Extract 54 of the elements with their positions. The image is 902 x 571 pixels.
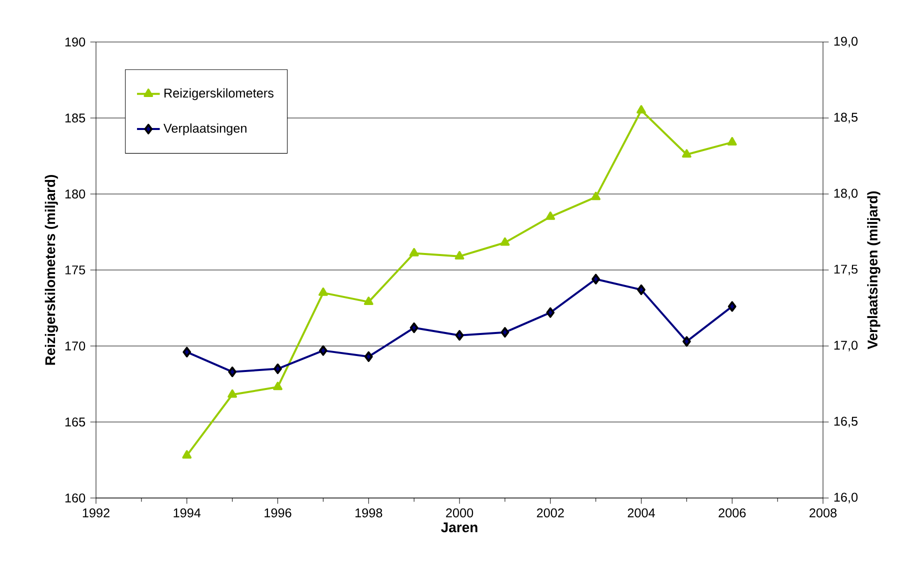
legend-label: Reizigerskilometers <box>164 88 274 100</box>
point <box>364 296 374 306</box>
y-tick-label: 160 <box>65 494 86 502</box>
y-tick-label: 180 <box>65 190 86 198</box>
point <box>182 346 192 358</box>
point <box>274 364 282 374</box>
point <box>637 284 646 296</box>
point <box>410 322 418 334</box>
point <box>318 288 328 296</box>
point <box>682 336 691 347</box>
point <box>409 248 419 256</box>
x-tick-label: 2006 <box>718 508 746 518</box>
y2-tick-label: 17,5 <box>834 264 858 276</box>
point <box>546 307 555 318</box>
point <box>273 382 282 390</box>
y2-tick-label: 19,0 <box>834 36 858 48</box>
point <box>364 351 373 362</box>
y2-tick-label: 18,0 <box>834 188 858 200</box>
legend-label: Verplaatsingen <box>164 123 246 136</box>
y2-tick-label: 16,5 <box>834 416 858 428</box>
point <box>454 251 464 260</box>
y2-axis-title: Verplaatsingen (miljard) <box>867 191 880 350</box>
point <box>318 345 328 356</box>
x-tick-label: 2004 <box>628 508 655 518</box>
y2-tick-label: 17,0 <box>834 340 858 352</box>
y-tick-label: 185 <box>65 114 86 122</box>
y-tick-label: 175 <box>65 266 86 274</box>
y2-tick-label: 18,5 <box>834 112 858 124</box>
point <box>728 301 736 312</box>
point <box>455 330 464 341</box>
y2-tick-label: 16,0 <box>834 492 858 504</box>
x-tick-label: 2000 <box>446 508 474 518</box>
point <box>682 149 692 158</box>
point <box>500 327 510 338</box>
y-tick-label: 190 <box>65 38 86 46</box>
point <box>546 212 556 220</box>
x-tick-label: 1998 <box>356 508 382 518</box>
x-tick-label: 2002 <box>536 508 564 518</box>
y-tick-label: 165 <box>65 418 86 426</box>
point <box>228 389 238 398</box>
x-tick-label: 2008 <box>810 508 837 518</box>
x-axis-title: Jaren <box>441 522 478 532</box>
point <box>636 105 646 114</box>
point <box>592 274 600 284</box>
x-tick-label: 1996 <box>264 508 292 518</box>
y-tick-label: 170 <box>65 342 86 350</box>
point <box>727 137 737 146</box>
point <box>228 366 237 378</box>
x-tick-label: 1994 <box>174 508 201 518</box>
x-tick-label: 1992 <box>82 508 110 518</box>
point <box>182 450 192 459</box>
point <box>500 237 510 246</box>
point <box>591 192 601 200</box>
y-axis-title: Reizigerskilometers (miljard) <box>44 175 58 365</box>
